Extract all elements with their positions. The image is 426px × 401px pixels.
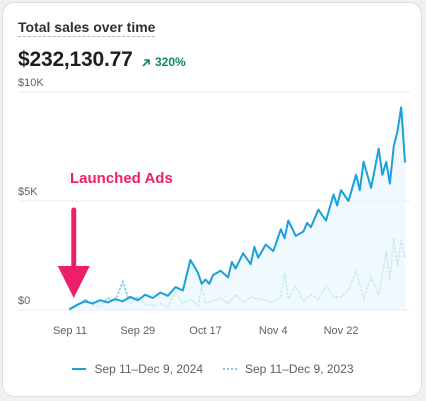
x-tick-label: Sep 11	[53, 325, 87, 337]
y-tick-label: $5K	[18, 186, 38, 198]
x-tick-label: Sep 29	[120, 325, 155, 337]
series-area-current	[70, 107, 405, 310]
x-axis-ticks: Sep 11 Sep 29 Oct 17 Nov 4 Nov 22	[53, 325, 358, 337]
x-tick-label: Nov 22	[324, 325, 359, 337]
series-line-current	[69, 106, 406, 310]
legend-item-previous[interactable]: Sep 11–Dec 9, 2023	[223, 362, 354, 376]
total-sales-value: $232,130.77	[18, 48, 133, 71]
x-tick-label: Nov 4	[259, 325, 288, 337]
series-layer	[69, 106, 406, 311]
change-badge: 320%	[142, 55, 186, 69]
x-tick-label: Oct 17	[189, 325, 221, 337]
chart-title[interactable]: Total sales over time	[18, 19, 156, 37]
change-percent: 320%	[155, 55, 186, 69]
chart-legend: Sep 11–Dec 9, 2024 Sep 11–Dec 9, 2023	[0, 362, 426, 376]
legend-swatch-dotted	[223, 368, 237, 370]
y-axis-ticks: $10K $5K $0	[18, 77, 44, 307]
legend-label-previous: Sep 11–Dec 9, 2023	[245, 362, 354, 376]
legend-label-current: Sep 11–Dec 9, 2024	[94, 362, 203, 376]
annotation-layer: Launched Ads	[57, 170, 173, 298]
y-tick-label: $10K	[18, 77, 44, 89]
y-tick-label: $0	[18, 295, 30, 307]
arrow-up-right-icon	[142, 58, 150, 66]
annotation-label: Launched Ads	[70, 170, 173, 187]
legend-item-current[interactable]: Sep 11–Dec 9, 2024	[72, 362, 203, 376]
annotation-arrow-head	[57, 266, 90, 298]
legend-swatch-solid	[72, 368, 87, 370]
